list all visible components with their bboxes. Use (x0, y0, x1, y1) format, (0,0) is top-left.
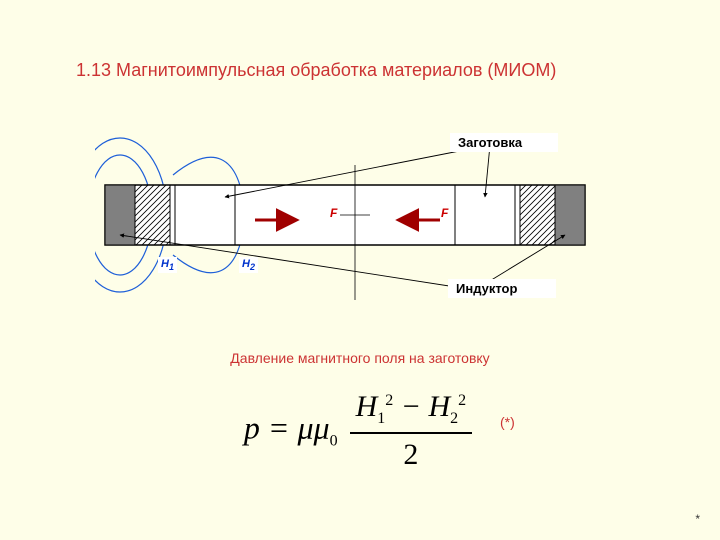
pressure-formula: p = μμ0 H12 − H22 2 (0, 390, 720, 472)
label-f-left: F (330, 206, 337, 220)
inductor-right (555, 185, 585, 245)
formula-number: (*) (500, 414, 515, 430)
label-h1: Н1 (158, 257, 177, 273)
hatch-left (135, 185, 170, 245)
diagram-caption: Давление магнитного поля на заготовку (0, 350, 720, 366)
label-zagotovka: Заготовка (450, 133, 558, 152)
slide-number: * (695, 512, 700, 526)
slide-title: 1.13 Магнитоимпульсная обработка материа… (76, 60, 556, 81)
hatch-right (520, 185, 555, 245)
label-induktor: Индуктор (448, 279, 556, 298)
inductor-left (105, 185, 135, 245)
label-h2: Н2 (239, 257, 258, 273)
diagram (95, 130, 595, 330)
label-f-right: F (441, 206, 448, 220)
